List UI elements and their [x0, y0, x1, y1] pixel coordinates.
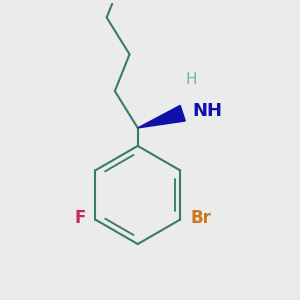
Text: NH: NH [193, 102, 223, 120]
Text: H: H [186, 72, 197, 87]
Text: Br: Br [190, 209, 211, 227]
Text: F: F [74, 209, 85, 227]
Polygon shape [138, 105, 185, 128]
